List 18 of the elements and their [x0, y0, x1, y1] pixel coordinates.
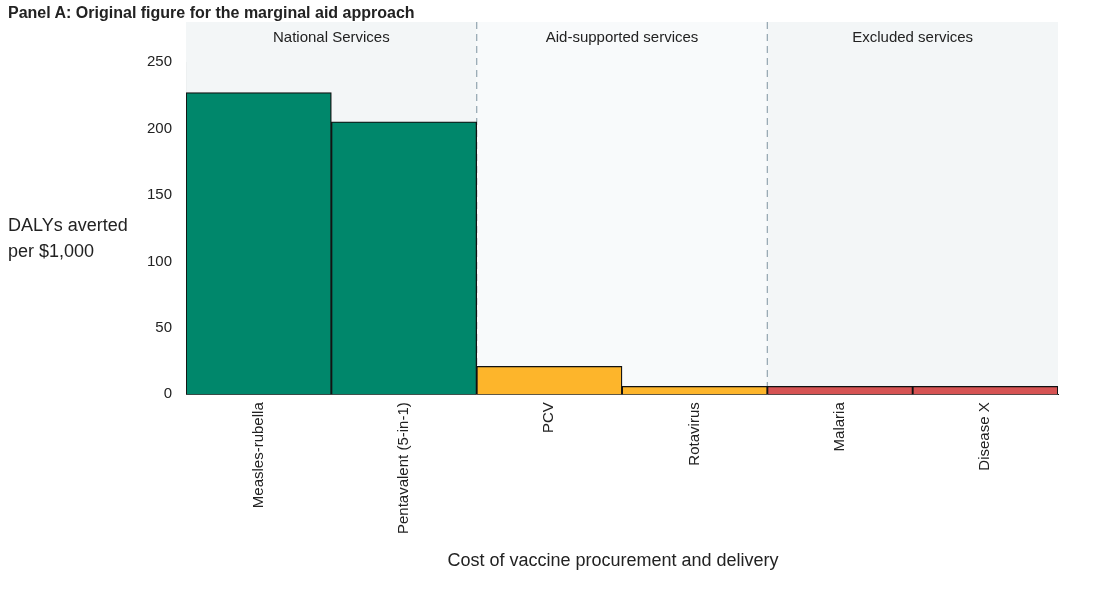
x-tick-label: Disease X	[975, 402, 993, 471]
x-tick-label: Malaria	[830, 401, 848, 452]
y-tick-label: 200	[147, 118, 173, 136]
band-label: National Services	[273, 28, 390, 45]
y-axis-title: DALYs averted per $1,000	[8, 214, 129, 263]
chart-title: Panel A: Original figure for the marginal aid approach	[8, 4, 416, 22]
x-tick-label: Pentavalent (5-in-1)	[394, 402, 412, 534]
y-tick-label: 100	[147, 251, 173, 269]
y-tick-label: 50	[155, 317, 173, 335]
band-label: Aid-supported services	[545, 28, 699, 45]
band-label: Excluded services	[852, 28, 974, 45]
y-tick-label: 150	[147, 185, 173, 203]
x-tick-label: Rotavirus	[684, 402, 702, 466]
x-tick-label: PCV	[539, 402, 557, 434]
y-tick-label: 250	[147, 52, 173, 70]
x-tick-label: Measles-rubella	[248, 401, 266, 509]
x-axis-title: Cost of vaccine procurement and delivery	[446, 550, 780, 571]
y-tick-label: 0	[163, 384, 173, 402]
